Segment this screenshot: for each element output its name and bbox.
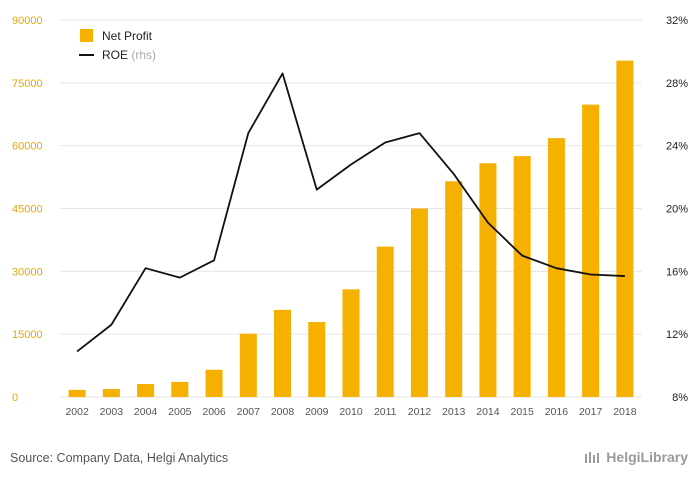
x-tick-label: 2015 xyxy=(510,406,534,418)
bar-net-profit xyxy=(445,181,463,397)
bar-net-profit xyxy=(171,381,189,397)
x-tick-label: 2003 xyxy=(100,406,124,418)
brand-logo: HelgiLibrary xyxy=(584,449,688,465)
bar-net-profit xyxy=(308,322,326,397)
x-tick-label: 2011 xyxy=(374,406,397,418)
x-tick-label: 2002 xyxy=(65,406,89,418)
bar-net-profit xyxy=(479,163,497,397)
line-roe xyxy=(76,72,625,353)
x-tick-label: 2006 xyxy=(202,406,226,418)
legend-swatch-net-profit xyxy=(80,29,93,42)
x-tick-label: 2014 xyxy=(476,406,500,418)
bar-net-profit xyxy=(513,156,531,397)
chart-svg: 0 8% 15000 12% 30000 16% 45000 20% 60000 24% 75000… xyxy=(12,15,688,418)
x-tick-label: 2004 xyxy=(134,406,158,418)
x-tick-label: 2005 xyxy=(168,406,192,418)
bar-net-profit xyxy=(274,309,292,397)
bar-net-profit xyxy=(582,104,600,398)
bar-net-profit xyxy=(137,384,155,397)
bar-net-profit xyxy=(376,246,394,397)
x-tick-label: 2018 xyxy=(613,406,637,418)
x-tick-label: 2012 xyxy=(408,406,432,418)
y-left-tick-label: 0 xyxy=(12,392,18,404)
brand-name: HelgiLibrary xyxy=(606,449,688,465)
y-right-tick-label: 8% xyxy=(672,392,688,404)
x-tick-label: 2016 xyxy=(545,406,569,418)
y-right-tick-label: 12% xyxy=(666,329,688,341)
bar-net-profit xyxy=(102,389,120,397)
y-right-tick-label: 24% xyxy=(666,141,688,153)
legend-label-net-profit: Net Profit xyxy=(102,29,153,43)
library-icon xyxy=(585,452,600,463)
y-left-tick-label: 30000 xyxy=(12,266,43,278)
bar-net-profit xyxy=(410,208,428,397)
bar-net-profit xyxy=(205,369,223,397)
y-right-tick-label: 16% xyxy=(666,266,688,278)
bar-net-profit xyxy=(616,60,634,397)
y-right-tick-label: 32% xyxy=(666,15,688,27)
y-left-tick-label: 75000 xyxy=(12,78,43,90)
y-left-tick-label: 15000 xyxy=(12,329,43,341)
y-right-tick-label: 20% xyxy=(666,204,688,216)
x-tick-label: 2017 xyxy=(579,406,603,418)
legend-label-roe: ROE (rhs) xyxy=(102,48,156,62)
x-tick-label: 2007 xyxy=(237,406,261,418)
y-left-tick-label: 45000 xyxy=(12,204,43,216)
x-tick-label: 2010 xyxy=(339,406,363,418)
y-left-tick-label: 90000 xyxy=(12,15,43,27)
y-right-tick-label: 28% xyxy=(666,78,688,90)
x-tick-label: 2013 xyxy=(442,406,466,418)
y-left-tick-label: 60000 xyxy=(12,141,43,153)
bar-net-profit xyxy=(68,389,86,397)
x-tick-label: 2009 xyxy=(305,406,329,418)
bar-net-profit xyxy=(342,289,360,397)
legend-label-roe-suffix: (rhs) xyxy=(131,48,156,62)
x-tick-label: 2008 xyxy=(271,406,295,418)
source-note: Source: Company Data, Helgi Analytics xyxy=(10,451,229,465)
bar-net-profit xyxy=(239,333,257,397)
